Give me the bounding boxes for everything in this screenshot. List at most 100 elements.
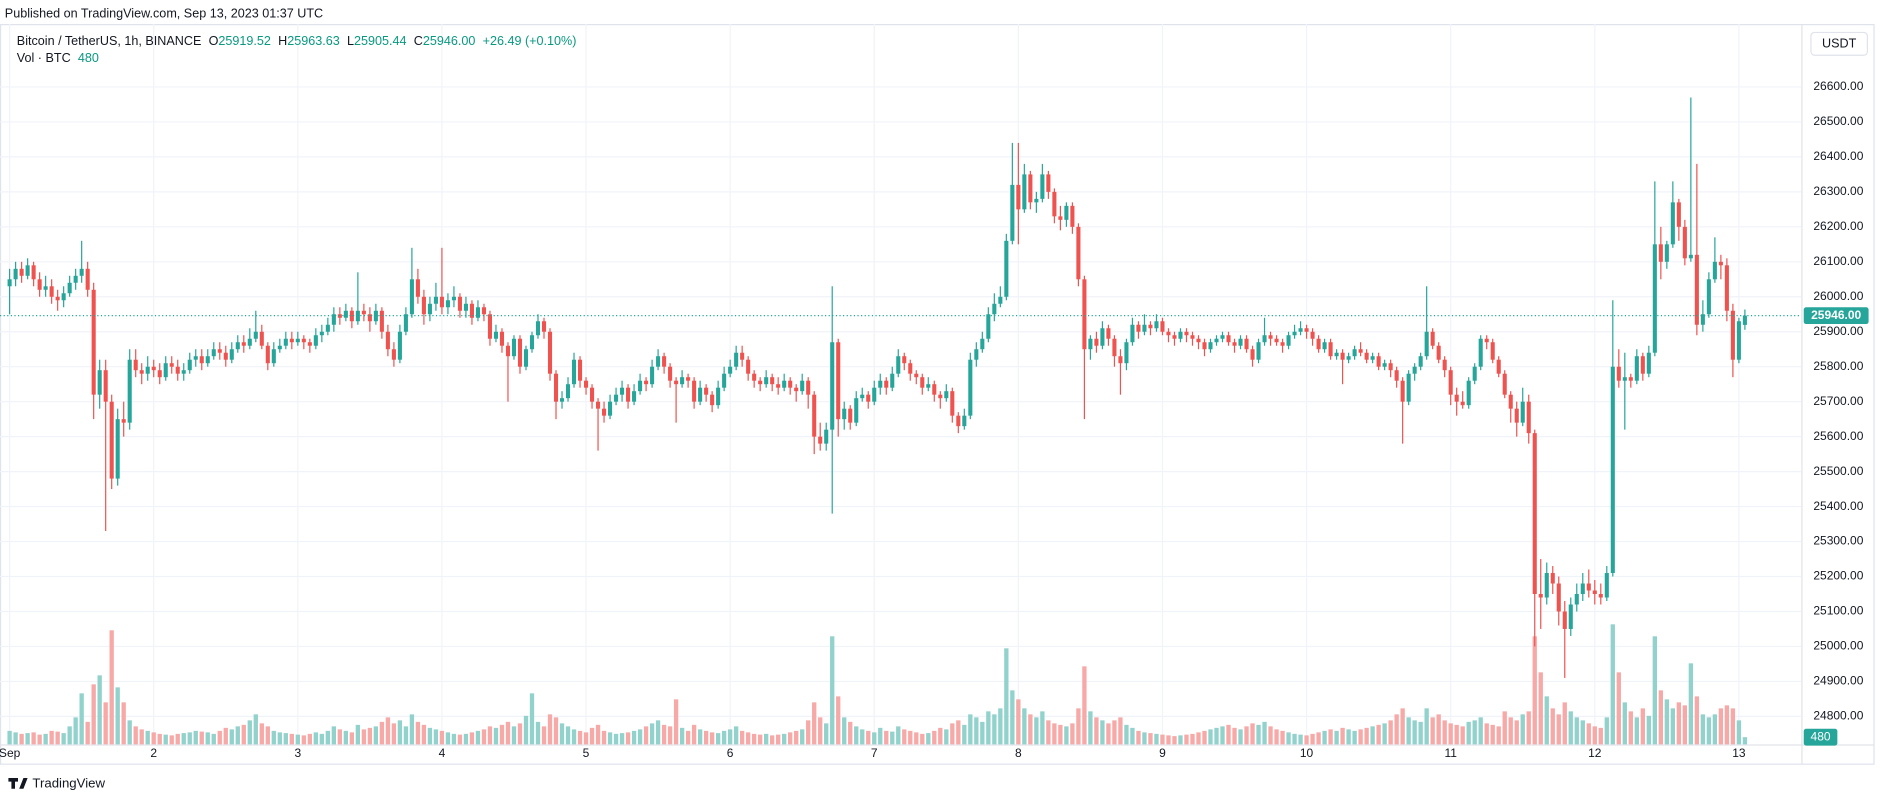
- candle-body: [1202, 342, 1207, 350]
- candle-body: [1208, 342, 1213, 350]
- candle-body: [61, 293, 66, 301]
- brand-logo: [8, 777, 28, 789]
- candle-body: [517, 338, 523, 367]
- legend-key: L: [347, 34, 354, 48]
- candle-body: [782, 380, 787, 388]
- candle-body: [493, 331, 499, 339]
- volume-bar: [1526, 711, 1531, 745]
- candle-body: [91, 289, 96, 395]
- volume-bar: [920, 733, 925, 745]
- candle-body: [1508, 394, 1513, 409]
- candle-body: [109, 401, 114, 479]
- volume-bar: [751, 733, 757, 745]
- candle-body: [1370, 356, 1375, 360]
- volume-bar: [577, 730, 583, 745]
- candle-body: [620, 387, 625, 395]
- volume-bar: [325, 730, 331, 745]
- grid: [0, 24, 1802, 745]
- volume-bar: [1490, 724, 1495, 745]
- volume-bar: [331, 726, 337, 745]
- candle-body: [680, 377, 685, 385]
- candle-body: [758, 380, 763, 385]
- volume-bar: [896, 726, 901, 745]
- candle-body: [1154, 321, 1159, 329]
- y-tick-label: 26300.00: [1813, 184, 1863, 198]
- y-tick-label: 24800.00: [1813, 709, 1863, 723]
- volume-bar: [764, 733, 769, 745]
- candle-body: [1538, 594, 1543, 598]
- legend-title: Bitcoin / TetherUS, 1h, BINANCE: [17, 34, 202, 48]
- candle-body: [1664, 244, 1669, 262]
- candle-body: [343, 310, 348, 318]
- volume-bar: [1184, 734, 1189, 745]
- candle-body: [247, 338, 252, 346]
- volume-bar: [115, 687, 120, 745]
- volume-bar: [926, 733, 931, 745]
- candle-body: [1310, 331, 1315, 339]
- volume-bar: [1166, 735, 1171, 745]
- volume-bar: [433, 729, 439, 745]
- candle-body: [259, 331, 264, 346]
- volume-bar: [259, 723, 264, 745]
- volume-bar: [1718, 708, 1724, 745]
- currency-button[interactable]: [1810, 31, 1868, 56]
- volume-bar: [1160, 734, 1165, 745]
- volume-bar: [49, 730, 54, 745]
- volume-bar: [295, 734, 300, 745]
- candle-body: [205, 356, 210, 364]
- volume-bar: [19, 733, 24, 745]
- volume-bar: [872, 732, 877, 745]
- candle-body: [97, 370, 102, 395]
- volume-bar: [1466, 721, 1471, 745]
- volume-bar: [445, 732, 451, 745]
- volume-bar: [175, 733, 180, 745]
- volume-bar: [1616, 672, 1621, 745]
- candle-body: [632, 391, 637, 402]
- candle-body: [1088, 338, 1093, 350]
- volume-bar: [1106, 723, 1111, 745]
- volume-bar: [211, 733, 216, 745]
- volume-bar: [1352, 730, 1357, 745]
- candle-body: [565, 384, 571, 399]
- volume-bar: [932, 730, 937, 745]
- candle-body: [1532, 433, 1537, 595]
- candle-body: [157, 370, 162, 378]
- volume-bar: [1436, 714, 1441, 745]
- candle-body: [235, 342, 240, 350]
- volume-bar: [361, 729, 367, 745]
- volume-bar: [842, 717, 847, 745]
- candle-body: [962, 415, 967, 427]
- candle-body: [103, 370, 108, 402]
- volume-bar: [379, 721, 385, 745]
- candle-body: [433, 296, 438, 304]
- candle-body: [1280, 342, 1285, 346]
- volume-bar: [1268, 726, 1273, 745]
- currency-button-label[interactable]: USDT: [1822, 37, 1857, 51]
- candle-body: [1292, 331, 1297, 336]
- candle-body: [812, 394, 817, 437]
- volume-bar: [956, 720, 961, 745]
- x-tick-label: 8: [1015, 746, 1022, 760]
- candle-body: [1412, 366, 1417, 374]
- volume-bar: [523, 715, 529, 745]
- candle-body: [1118, 356, 1123, 364]
- last-volume-box: [1803, 728, 1838, 746]
- candle-body: [475, 307, 480, 318]
- candle-body: [169, 363, 174, 367]
- y-tick-label: 25200.00: [1813, 569, 1863, 583]
- candle-body: [722, 373, 727, 388]
- candle-body: [740, 352, 745, 360]
- volume-bar: [565, 726, 571, 745]
- candle-body: [403, 314, 408, 332]
- overlay: 24800.00 24900.00 25000.00 25100.00 25200.00…: [0, 34, 1869, 760]
- candle-body: [1418, 356, 1423, 367]
- legend-change: +26.49 (+0.10%): [483, 34, 577, 48]
- legend-value: 25919.52: [218, 34, 271, 48]
- volume-bar: [205, 732, 210, 745]
- volume-bar: [1130, 727, 1135, 745]
- volume-bar: [247, 720, 252, 745]
- volume-bar: [1382, 723, 1387, 745]
- volume-bar: [1310, 733, 1315, 745]
- x-tick-label: 10: [1300, 746, 1314, 760]
- candle-body: [848, 408, 853, 423]
